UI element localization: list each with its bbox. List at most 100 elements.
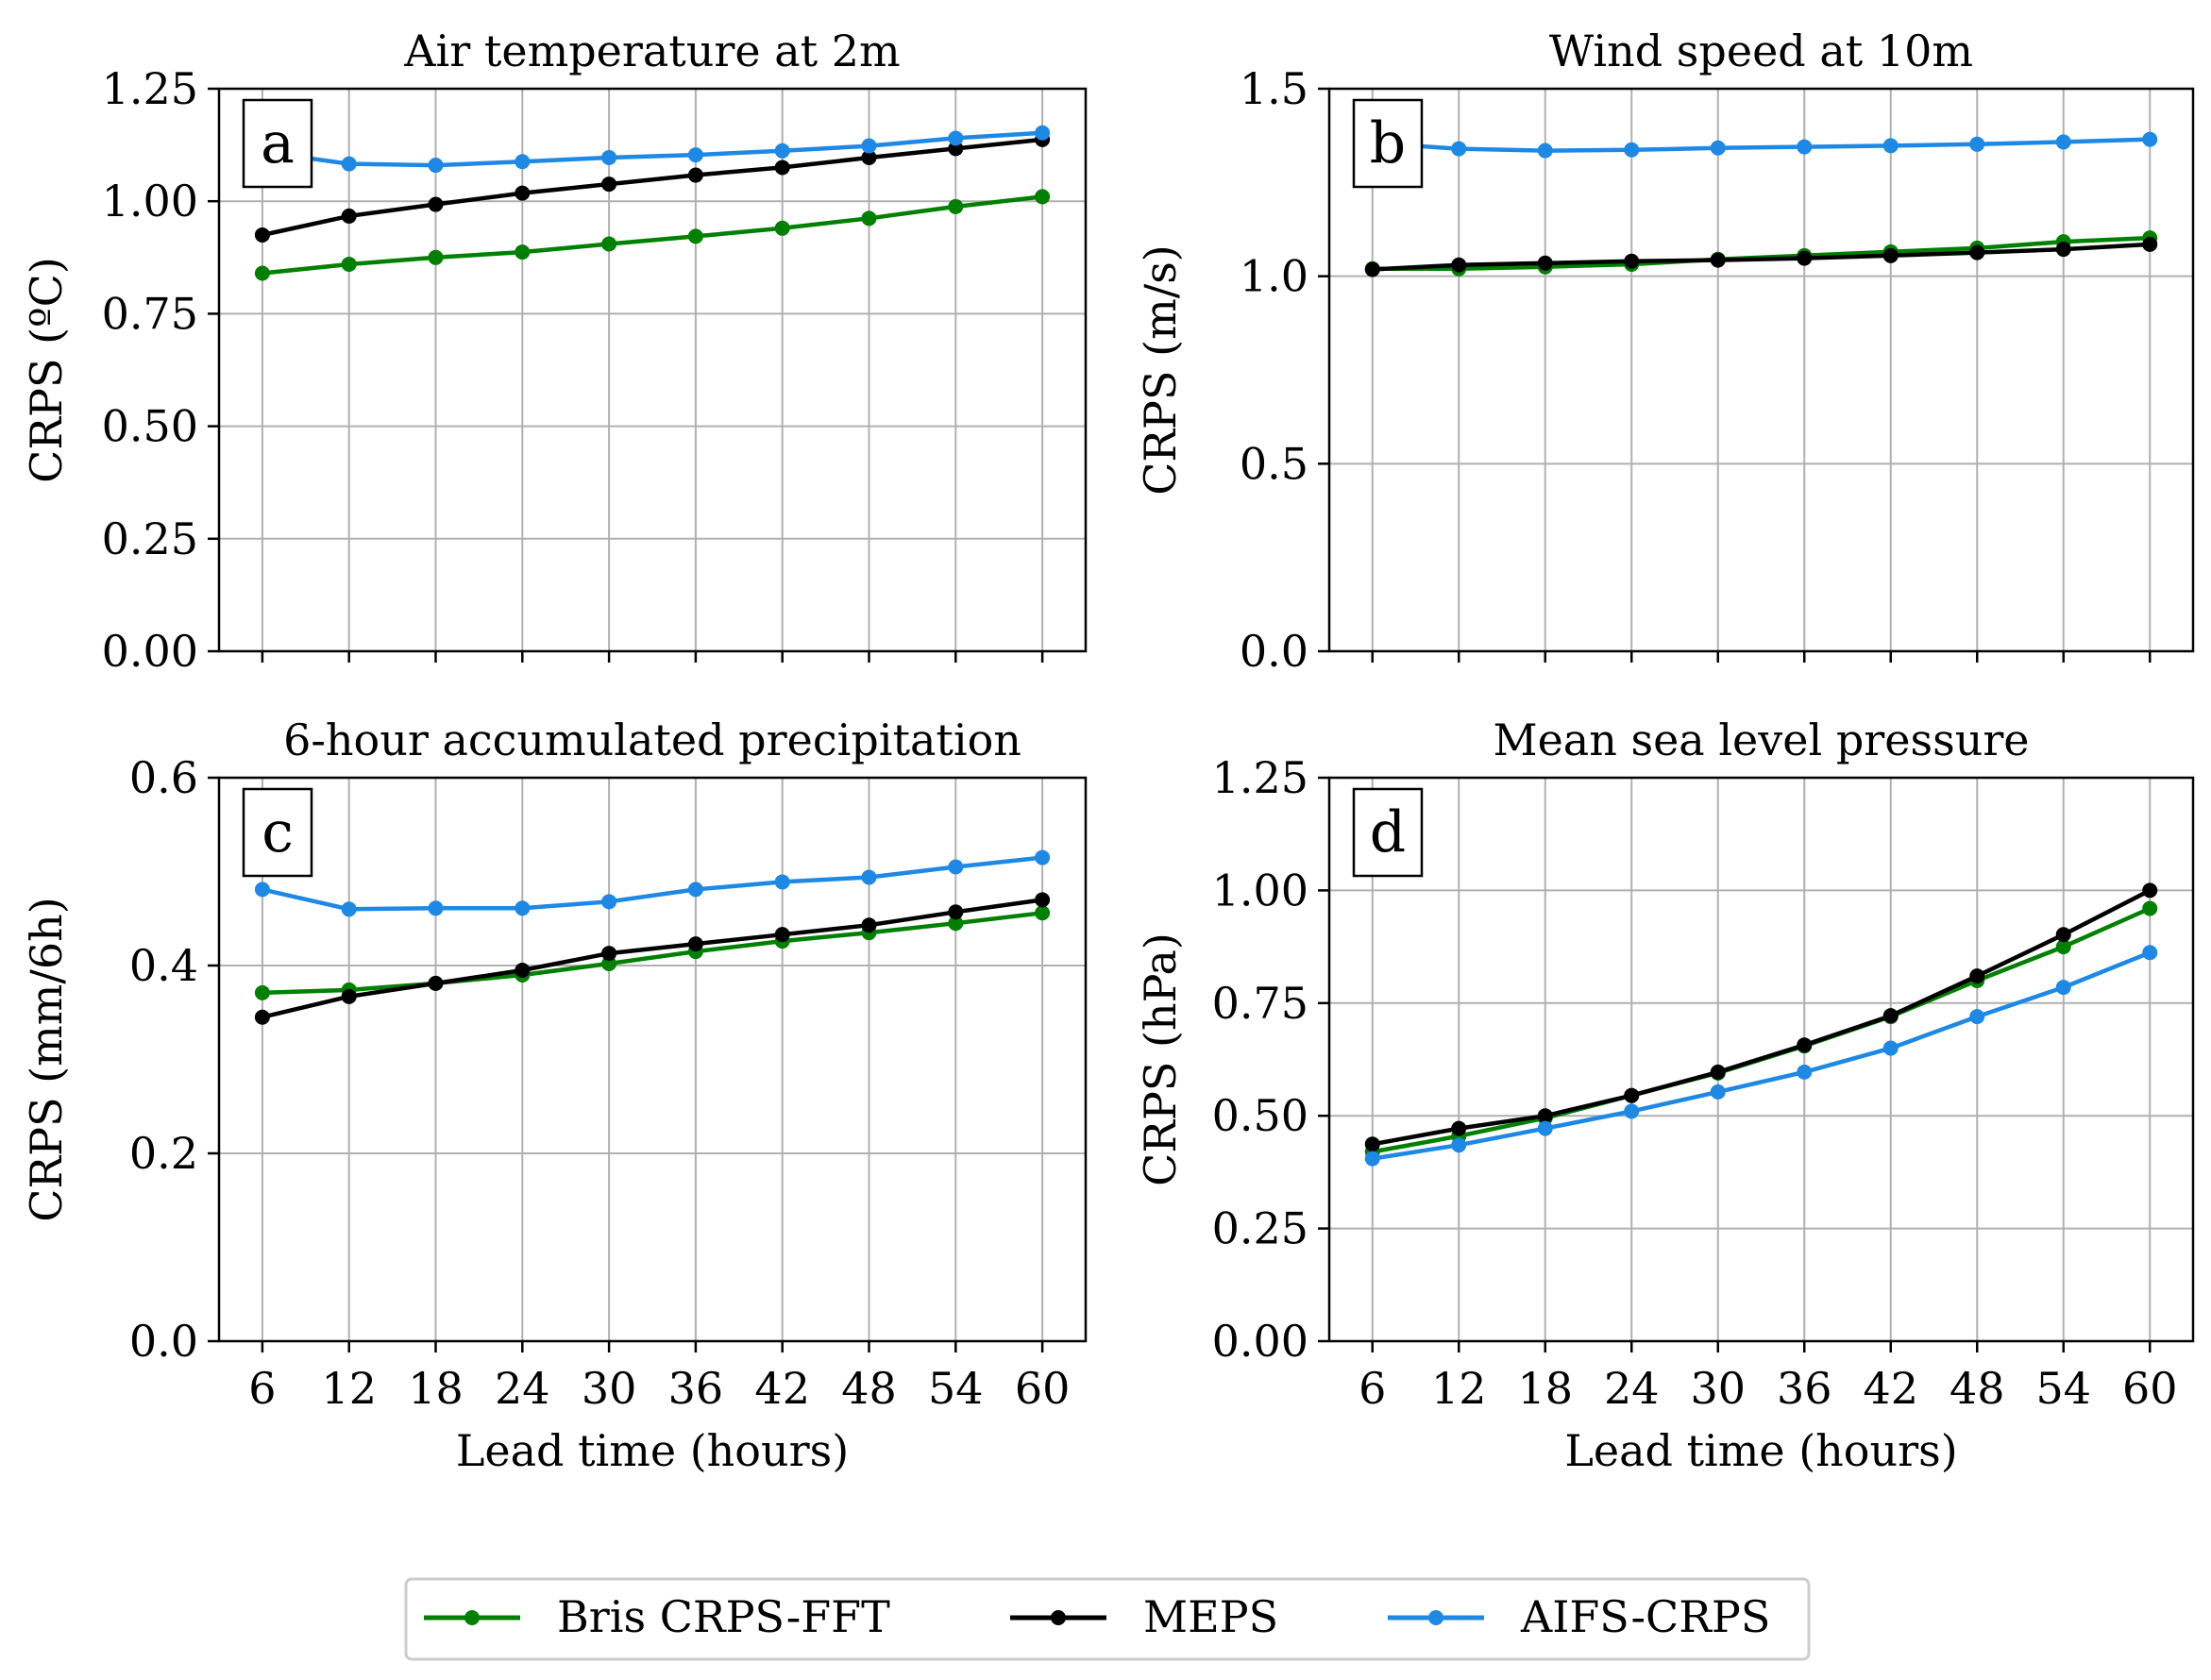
panel-b-series-meps-point <box>1969 244 1985 260</box>
panel-d-series-meps-point <box>2142 882 2158 899</box>
panel-b-series-aifs-point <box>2055 134 2071 150</box>
panel-b-letter: b <box>1370 110 1406 176</box>
panel-b-series-aifs-point <box>2142 131 2158 147</box>
panel-d-series-bris-point <box>2055 939 2071 955</box>
panel-a-series-meps-line <box>262 137 1043 238</box>
panel-c-xtick-label: 24 <box>495 1363 550 1414</box>
panel-c-xtick-label: 48 <box>841 1363 897 1414</box>
panel-d-series-aifs-point <box>1624 1103 1640 1119</box>
panel-b-series-aifs-point <box>1624 142 1640 158</box>
panel-d-letter-box <box>1352 787 1424 878</box>
panel-c-ytick-label: 0.0 <box>129 1316 198 1367</box>
panel-c-xlabel: Lead time (hours) <box>456 1425 849 1476</box>
panel-b-series-aifs-point <box>1797 139 1813 155</box>
panel-a-frame <box>217 87 1088 653</box>
panel-d-xtick-label: 12 <box>1431 1363 1487 1414</box>
panel-d-series-aifs-point <box>2055 980 2071 996</box>
panel-a-series-bris-point <box>515 244 531 260</box>
panel-b-frame <box>1327 87 2195 653</box>
panel-c-series-meps-point <box>861 917 877 933</box>
panel-a-ytick-label: 1.25 <box>102 63 198 114</box>
panel-a-series-bris-point <box>861 210 877 227</box>
panel-c-series-bris-point <box>254 984 270 1000</box>
panel-c-series-meps-point <box>341 988 357 1004</box>
panel-c-series-aifs-point <box>948 859 964 875</box>
panel-a-ytick-label: 0.75 <box>102 288 198 339</box>
panel-d-series-aifs-point <box>1882 1040 1899 1056</box>
panel-d-letter: d <box>1370 799 1406 865</box>
panel-c-series-aifs-point <box>774 874 790 890</box>
panel-a-series-bris-point <box>774 220 790 236</box>
panel-c-series-aifs-line <box>262 855 1043 912</box>
panel-d-xtick-label: 42 <box>1863 1363 1918 1414</box>
panel-c-xtick-label: 6 <box>248 1363 276 1414</box>
legend-item-meps: MEPS <box>1010 1591 1278 1642</box>
panel-b-series-meps-point <box>1797 250 1813 266</box>
panel-c-ylabel: CRPS (mm/6h) <box>21 897 72 1221</box>
legend-label-bris: Bris CRPS-FFT <box>557 1591 890 1642</box>
panel-d-ytick-label: 0.00 <box>1212 1316 1308 1367</box>
panel-a-series-meps-point <box>601 176 617 193</box>
panel-d-series-meps-point <box>1797 1037 1813 1053</box>
panel-a-series-meps-point <box>428 196 444 212</box>
panel-d-xtick-label: 54 <box>2035 1363 2091 1414</box>
panel-a-series-aifs-point <box>774 143 790 159</box>
panel-d-ylabel: CRPS (hPa) <box>1135 932 1186 1186</box>
legend-item-aifs: AIFS-CRPS <box>1388 1591 1770 1642</box>
panel-d-series-aifs-point <box>1710 1084 1726 1100</box>
legend-label-aifs: AIFS-CRPS <box>1520 1591 1770 1642</box>
panel-d-series-aifs-point <box>1451 1137 1467 1153</box>
panel-a-series-aifs-point <box>687 147 703 163</box>
panel-a-letter: a <box>261 110 295 176</box>
panel-b-series-meps-point <box>1451 257 1467 273</box>
panel-b-series-meps-point <box>1882 247 1899 263</box>
panel-c-series-aifs-point <box>515 900 531 916</box>
panel-b-series-meps-point <box>2055 242 2071 258</box>
panel-a-series-bris-point <box>948 198 964 214</box>
panel-c: 0.0 0.2 0.4 0.6 6 12 18 24 30 36 42 48 54 60 6-hour ac… <box>21 714 1088 1476</box>
panel-a-series-meps-point <box>861 149 877 165</box>
panel-d-ytick-label: 1.25 <box>1212 752 1308 803</box>
panel-d-series-meps-point <box>1537 1108 1553 1124</box>
panel-d-ytick-label: 0.75 <box>1212 978 1308 1029</box>
panel-d-xlabel: Lead time (hours) <box>1564 1425 1957 1476</box>
panel-c-series-meps-point <box>948 904 964 920</box>
panel-c-series-bris-line <box>262 911 1043 996</box>
panel-b-ytick-label: 1.5 <box>1240 63 1308 114</box>
panel-b-series-meps-point <box>1364 261 1380 277</box>
panel-a-letter-box <box>242 98 313 189</box>
panel-d-xtick-label: 60 <box>2122 1363 2178 1414</box>
panel-d-series-aifs-line <box>1372 950 2152 1161</box>
panel-b-ylabel: CRPS (m/s) <box>1135 244 1186 496</box>
panel-d-series-meps-line <box>1372 888 2152 1147</box>
panel-b-ytick-label: 0.0 <box>1240 626 1308 677</box>
panel-b-ytick-label: 0.5 <box>1240 438 1308 489</box>
panel-c-xtick-label: 12 <box>321 1363 377 1414</box>
panel-b-series-meps-point <box>1710 252 1726 268</box>
panel-c-series-meps-point <box>774 927 790 943</box>
panel-b-series-aifs-point <box>1710 140 1726 156</box>
panel-a-series-meps-point <box>515 185 531 201</box>
panel-d-series-meps-point <box>1882 1008 1899 1024</box>
panel-c-series-bris-point <box>601 956 617 972</box>
panel-c-letter: c <box>262 799 294 865</box>
panel-c-series-aifs-point <box>254 882 270 898</box>
panel-a-series-bris-point <box>254 265 270 281</box>
panel-d-frame <box>1327 776 2195 1343</box>
panel-d-ytick-label: 0.50 <box>1212 1090 1308 1141</box>
panel-a-ytick-label: 0.25 <box>102 513 198 564</box>
panel-d-ytick-label: 0.25 <box>1212 1203 1308 1254</box>
panel-a-series-bris-point <box>341 256 357 272</box>
panel-d-series-meps-point <box>1710 1064 1726 1080</box>
panel-a: 0.00 0.25 0.50 0.75 1.00 1.25 Air temperature … <box>21 25 1088 677</box>
panel-d-series-aifs-point <box>1969 1009 1985 1025</box>
panel-c-series-aifs-point <box>687 882 703 898</box>
panel-c-letter-box <box>242 787 313 878</box>
panel-a-ylabel: CRPS (ºC) <box>21 257 72 483</box>
panel-c-ytick-label: 0.2 <box>129 1128 198 1179</box>
panel-a-series-bris-point <box>1035 189 1051 205</box>
panel-a-series-bris-point <box>687 228 703 244</box>
panel-d-series-aifs-point <box>2142 945 2158 961</box>
panel-d-xtick-label: 48 <box>1949 1363 2005 1414</box>
panel-c-series-aifs-point <box>1035 849 1051 865</box>
